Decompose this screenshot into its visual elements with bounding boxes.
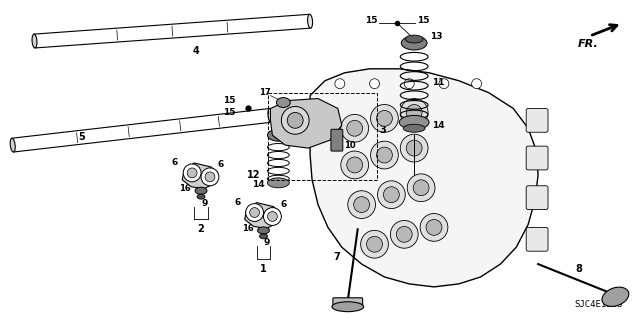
Circle shape: [282, 107, 309, 134]
Circle shape: [472, 79, 481, 89]
Circle shape: [383, 187, 399, 203]
Circle shape: [371, 141, 398, 169]
Circle shape: [250, 208, 259, 218]
Circle shape: [348, 191, 376, 219]
Text: 16: 16: [242, 224, 253, 233]
Polygon shape: [34, 14, 310, 48]
Ellipse shape: [405, 35, 423, 43]
Circle shape: [406, 140, 422, 156]
Ellipse shape: [308, 14, 312, 28]
Text: 6: 6: [172, 159, 179, 167]
Circle shape: [420, 213, 448, 241]
Ellipse shape: [268, 129, 289, 141]
Circle shape: [371, 105, 398, 132]
Text: 15: 15: [223, 108, 236, 117]
FancyBboxPatch shape: [526, 108, 548, 132]
Text: 6: 6: [218, 160, 224, 169]
Text: 8: 8: [576, 264, 582, 274]
Text: 6: 6: [234, 198, 241, 207]
Text: 15: 15: [223, 96, 236, 105]
Ellipse shape: [268, 108, 273, 122]
Circle shape: [205, 172, 215, 182]
Circle shape: [335, 79, 345, 89]
Text: 1: 1: [260, 264, 267, 274]
Circle shape: [378, 181, 405, 209]
Text: 16: 16: [179, 184, 191, 193]
Circle shape: [246, 204, 264, 221]
FancyBboxPatch shape: [333, 298, 363, 308]
Ellipse shape: [602, 287, 628, 307]
FancyBboxPatch shape: [526, 227, 548, 251]
Circle shape: [188, 168, 197, 178]
Polygon shape: [310, 69, 538, 287]
Circle shape: [287, 112, 303, 128]
Text: FR.: FR.: [577, 39, 598, 49]
Ellipse shape: [195, 187, 207, 194]
Text: 7: 7: [333, 252, 340, 262]
Ellipse shape: [403, 124, 425, 132]
FancyBboxPatch shape: [331, 129, 343, 151]
Bar: [268, 93, 378, 180]
Text: 10: 10: [344, 141, 355, 150]
Ellipse shape: [197, 194, 205, 199]
Text: 15: 15: [365, 16, 378, 25]
Ellipse shape: [257, 227, 269, 234]
Circle shape: [354, 197, 369, 212]
Circle shape: [407, 174, 435, 202]
Polygon shape: [12, 108, 271, 152]
Circle shape: [367, 236, 383, 252]
Circle shape: [201, 168, 219, 186]
Text: 14: 14: [432, 121, 445, 130]
Polygon shape: [271, 99, 342, 148]
Text: 9: 9: [201, 199, 207, 208]
Circle shape: [390, 220, 418, 248]
Circle shape: [400, 99, 428, 126]
Circle shape: [404, 79, 414, 89]
Text: 9: 9: [264, 238, 270, 247]
Text: 11: 11: [432, 78, 445, 87]
Circle shape: [268, 211, 277, 221]
Circle shape: [376, 110, 392, 126]
Circle shape: [183, 164, 201, 182]
Text: 15: 15: [417, 16, 429, 25]
Circle shape: [376, 147, 392, 163]
Text: 13: 13: [430, 32, 442, 41]
Text: 3: 3: [380, 125, 386, 135]
Circle shape: [347, 120, 363, 136]
Circle shape: [400, 134, 428, 162]
Circle shape: [413, 180, 429, 196]
FancyBboxPatch shape: [526, 186, 548, 210]
Circle shape: [341, 151, 369, 179]
Text: 12: 12: [247, 170, 260, 180]
Ellipse shape: [401, 36, 427, 50]
Text: 17: 17: [259, 88, 271, 97]
Text: 14: 14: [252, 180, 264, 189]
Text: SJC4E1203: SJC4E1203: [574, 300, 622, 309]
Circle shape: [426, 219, 442, 235]
Circle shape: [396, 226, 412, 242]
Circle shape: [439, 79, 449, 89]
Ellipse shape: [260, 234, 268, 239]
Ellipse shape: [276, 98, 291, 108]
Circle shape: [341, 115, 369, 142]
Text: 4: 4: [193, 46, 200, 56]
Ellipse shape: [32, 34, 37, 48]
Polygon shape: [182, 163, 218, 189]
FancyBboxPatch shape: [526, 146, 548, 170]
Ellipse shape: [268, 178, 289, 188]
Circle shape: [347, 157, 363, 173]
Text: 2: 2: [198, 225, 204, 234]
Ellipse shape: [332, 302, 364, 312]
Circle shape: [264, 208, 282, 226]
Ellipse shape: [399, 115, 429, 129]
Circle shape: [406, 105, 422, 120]
Circle shape: [361, 230, 388, 258]
Ellipse shape: [10, 138, 15, 152]
Circle shape: [369, 79, 380, 89]
Text: 6: 6: [280, 200, 287, 209]
Polygon shape: [244, 203, 280, 228]
Text: 5: 5: [79, 132, 86, 142]
